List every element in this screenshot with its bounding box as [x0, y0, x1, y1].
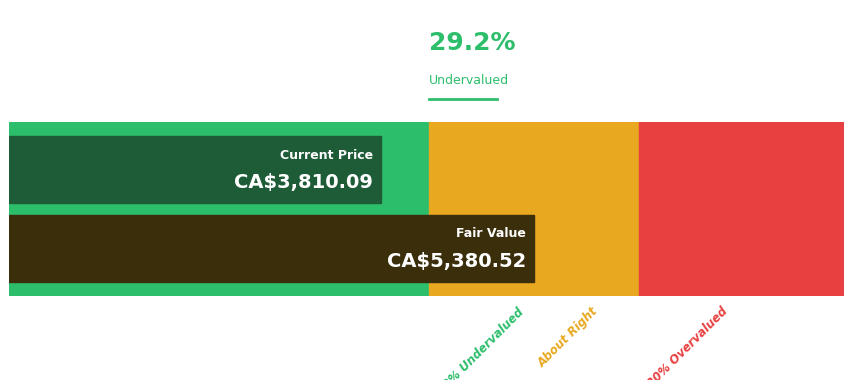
Text: 20% Overvalued: 20% Overvalued: [644, 305, 729, 380]
Bar: [9, 215, 533, 282]
Text: 29.2%: 29.2%: [429, 31, 515, 55]
Text: About Right: About Right: [535, 305, 601, 370]
Text: 20% Undervalued: 20% Undervalued: [435, 305, 526, 380]
Bar: [9, 122, 429, 296]
Text: CA$5,380.52: CA$5,380.52: [387, 252, 526, 271]
Bar: [429, 122, 638, 296]
Text: CA$3,810.09: CA$3,810.09: [233, 173, 372, 192]
Text: Current Price: Current Price: [279, 149, 372, 162]
Bar: [9, 136, 380, 203]
Text: Undervalued: Undervalued: [429, 74, 509, 87]
Bar: [638, 122, 843, 296]
Text: Fair Value: Fair Value: [456, 227, 526, 240]
